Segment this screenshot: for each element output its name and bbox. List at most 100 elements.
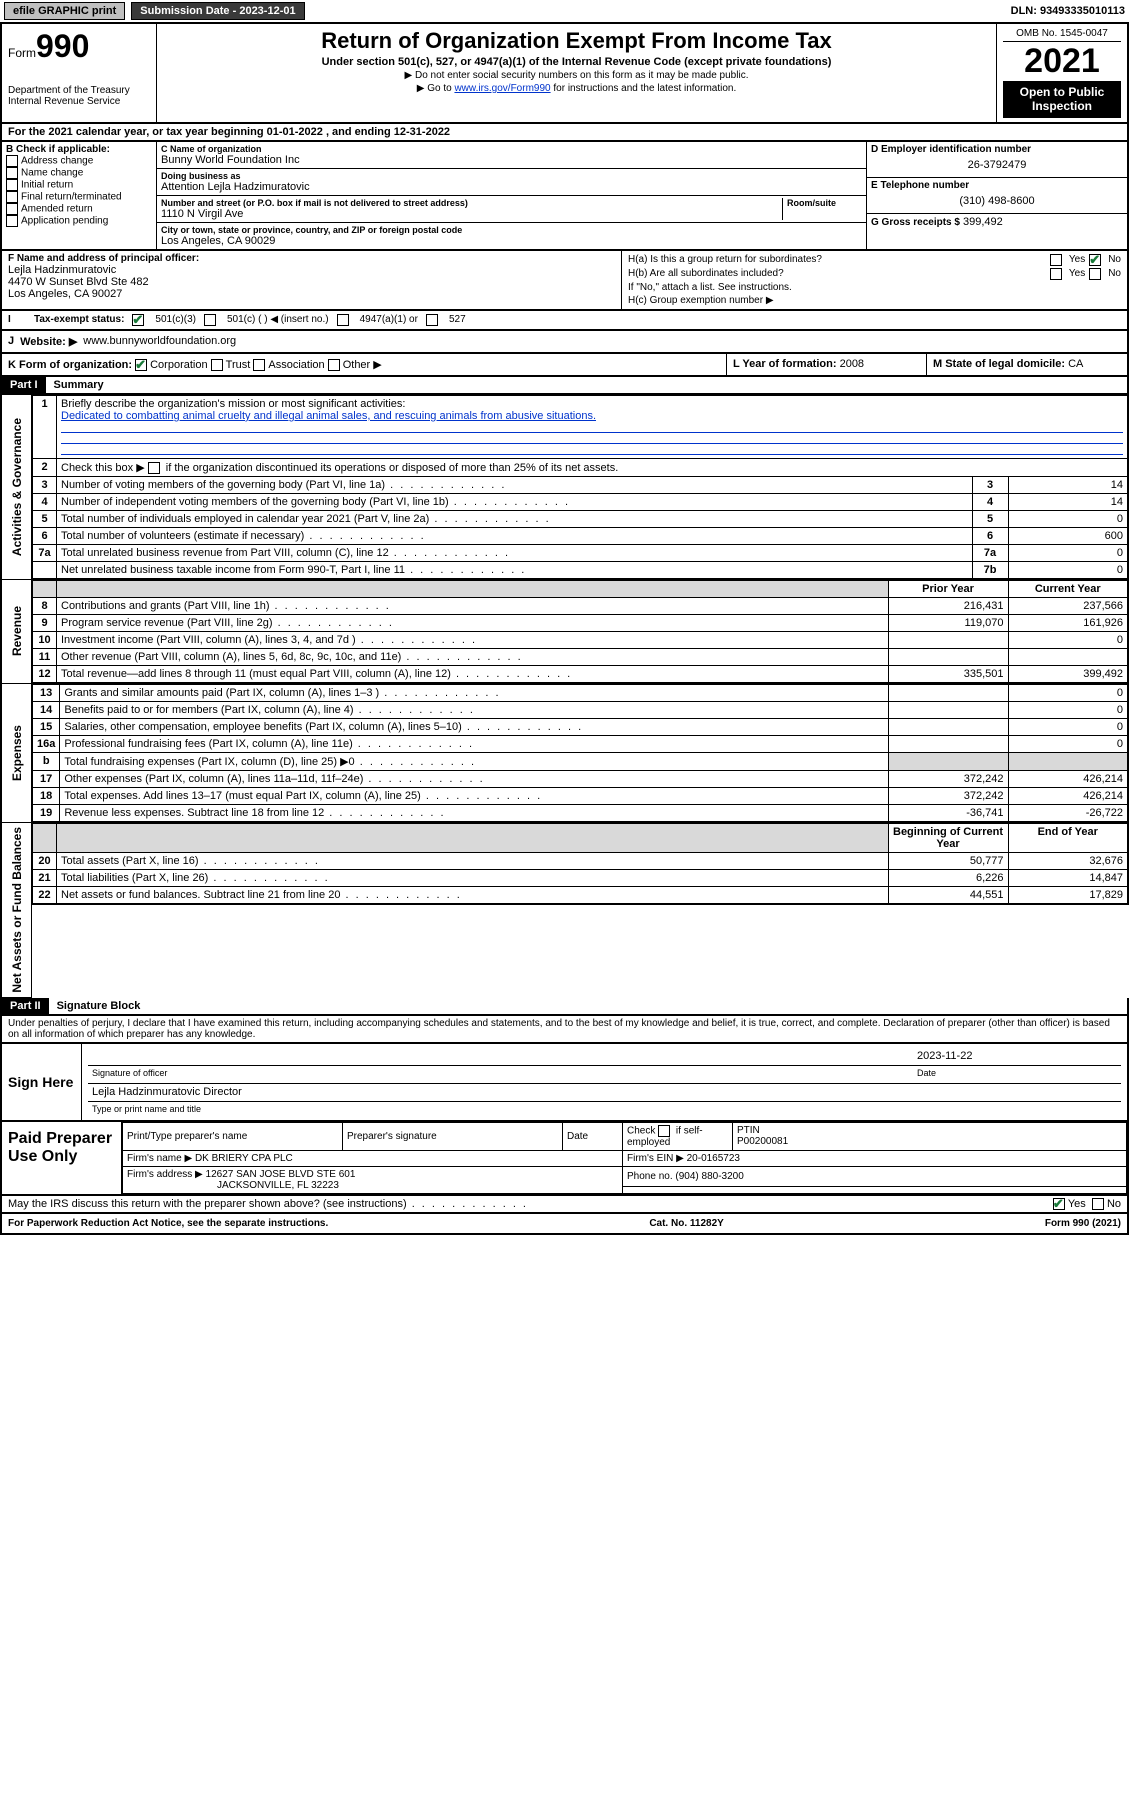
hb-yes-checkbox[interactable] (1050, 268, 1062, 280)
form-word: Form (8, 46, 36, 60)
org-name: Bunny World Foundation Inc (161, 154, 862, 166)
dept-text: Department of the Treasury Internal Reve… (8, 85, 150, 107)
room-label: Room/suite (787, 198, 862, 208)
rev-sidebar: Revenue (2, 580, 32, 684)
city-label: City or town, state or province, country… (161, 225, 862, 235)
a-text: For the 2021 calendar year, or tax year … (8, 126, 267, 138)
ha-no-checkbox[interactable] (1089, 254, 1101, 266)
part-ii-badge: Part II (2, 998, 49, 1014)
self-emp-checkbox[interactable] (658, 1125, 670, 1137)
assoc-checkbox[interactable] (253, 359, 265, 371)
b-checkbox[interactable] (6, 167, 18, 179)
open-inspection: Open to Public Inspection (1003, 81, 1121, 118)
501c-checkbox[interactable] (204, 314, 216, 326)
b-checkbox[interactable] (6, 155, 18, 167)
fh-grid: F Name and address of principal officer:… (0, 251, 1129, 311)
q2-checkbox[interactable] (148, 462, 160, 474)
section-i: I Tax-exempt status: 501(c)(3) 501(c) ( … (0, 311, 1129, 331)
exp-sidebar: Expenses (2, 684, 32, 823)
b-header: B Check if applicable: (6, 144, 152, 155)
ein-value: 26-3792479 (871, 155, 1123, 175)
section-a-row: For the 2021 calendar year, or tax year … (0, 124, 1129, 142)
rev-table: Prior YearCurrent Year 8Contributions an… (32, 580, 1129, 684)
header-middle: Return of Organization Exempt From Incom… (157, 24, 997, 122)
f-label: F Name and address of principal officer: (8, 253, 615, 264)
name-label: Type or print name and title (88, 1102, 1121, 1116)
sub3-pre: ▶ Go to (417, 83, 455, 94)
dln-text: DLN: 93493335010113 (1011, 5, 1125, 17)
b-checkbox[interactable] (6, 191, 18, 203)
section-l: L Year of formation: 2008 (727, 354, 927, 375)
b-checkbox[interactable] (6, 215, 18, 227)
section-m: M State of legal domicile: CA (927, 354, 1127, 375)
summary-section: Activities & Governance 1 Briefly descri… (0, 395, 1129, 998)
submission-date-label: Submission Date - (140, 5, 239, 17)
section-j: J Website: ▶ www.bunnyworldfoundation.or… (0, 331, 1129, 354)
firm-addr2: JACKSONVILLE, FL 32223 (217, 1180, 339, 1191)
website-value: www.bunnyworldfoundation.org (83, 335, 236, 347)
officer-addr2: Los Angeles, CA 90027 (8, 288, 615, 300)
527-checkbox[interactable] (426, 314, 438, 326)
501c3-checkbox[interactable] (132, 314, 144, 326)
part-i-badge: Part I (2, 377, 46, 393)
other-checkbox[interactable] (328, 359, 340, 371)
a-mid: , and ending (323, 126, 394, 138)
discuss-row: May the IRS discuss this return with the… (0, 1196, 1129, 1214)
declaration-text: Under penalties of perjury, I declare th… (0, 1016, 1129, 1044)
part-i-title: Summary (46, 377, 112, 393)
section-deg: D Employer identification number26-37924… (867, 142, 1127, 249)
header-sub3: ▶ Go to www.irs.gov/Form990 for instruct… (163, 83, 990, 94)
footer-mid: Cat. No. 11282Y (649, 1218, 723, 1229)
d-label: D Employer identification number (871, 144, 1123, 155)
e-label: E Telephone number (871, 180, 1123, 191)
section-k: K Form of organization: Corporation Trus… (2, 354, 727, 375)
topbar: efile GRAPHIC print Submission Date - 20… (0, 0, 1129, 24)
corp-checkbox[interactable] (135, 359, 147, 371)
preparer-table: Print/Type preparer's name Preparer's si… (122, 1122, 1127, 1194)
header-right: OMB No. 1545-0047 2021 Open to Public In… (997, 24, 1127, 122)
g-label: G Gross receipts $ (871, 217, 960, 228)
hb-no-checkbox[interactable] (1089, 268, 1101, 280)
phone-value: (310) 498-8600 (871, 191, 1123, 211)
exp-table: 13Grants and similar amounts paid (Part … (32, 684, 1129, 823)
form-title: Return of Organization Exempt From Incom… (163, 28, 990, 54)
k-label: K Form of organization: (8, 359, 132, 371)
bc-grid: B Check if applicable: Address changeNam… (0, 142, 1129, 251)
omb-number: OMB No. 1545-0047 (1003, 28, 1121, 42)
firm-addr1: 12627 SAN JOSE BLVD STE 601 (206, 1169, 356, 1180)
sign-block: Sign Here 2023-11-22 Signature of office… (0, 1044, 1129, 1122)
mission-text: Dedicated to combatting animal cruelty a… (61, 410, 1123, 422)
4947-checkbox[interactable] (337, 314, 349, 326)
gross-receipts: 399,492 (963, 216, 1003, 228)
klm-grid: K Form of organization: Corporation Trus… (0, 354, 1129, 377)
header-subtitle: Under section 501(c), 527, or 4947(a)(1)… (163, 56, 990, 68)
page-footer: For Paperwork Reduction Act Notice, see … (0, 1214, 1129, 1235)
b-checkbox[interactable] (6, 203, 18, 215)
section-h: H(a) Is this a group return for subordin… (622, 251, 1127, 309)
form-number-cell: Form990 Department of the Treasury Inter… (2, 24, 157, 122)
irs-link[interactable]: www.irs.gov/Form990 (454, 83, 550, 94)
b-checkbox[interactable] (6, 179, 18, 191)
sign-date: 2023-11-22 (917, 1050, 1117, 1063)
ha-yes-checkbox[interactable] (1050, 254, 1062, 266)
discuss-no-checkbox[interactable] (1092, 1198, 1104, 1210)
discuss-yes-checkbox[interactable] (1053, 1198, 1065, 1210)
dba-value: Attention Lejla Hadzimuratovic (161, 181, 862, 193)
ha-text: H(a) Is this a group return for subordin… (628, 254, 1046, 265)
section-c: C Name of organizationBunny World Founda… (157, 142, 867, 249)
firm-name: DK BRIERY CPA PLC (195, 1153, 293, 1164)
preparer-block: Paid Preparer Use Only Print/Type prepar… (0, 1122, 1129, 1196)
part-ii-title: Signature Block (49, 998, 149, 1014)
part-i-header: Part I Summary (0, 377, 1129, 395)
a-end: 12-31-2022 (394, 126, 450, 138)
dba-label: Doing business as (161, 171, 862, 181)
c-name-label: C Name of organization (161, 144, 862, 154)
gov-table: 1 Briefly describe the organization's mi… (32, 395, 1129, 580)
city-value: Los Angeles, CA 90029 (161, 235, 862, 247)
firm-ein: 20-0165723 (687, 1153, 740, 1164)
submission-date-button[interactable]: Submission Date - 2023-12-01 (131, 2, 304, 20)
trust-checkbox[interactable] (211, 359, 223, 371)
officer-name: Lejla Hadzinmuratovic (8, 264, 615, 276)
efile-button[interactable]: efile GRAPHIC print (4, 2, 125, 20)
ptin-value: P00200081 (737, 1136, 1122, 1147)
